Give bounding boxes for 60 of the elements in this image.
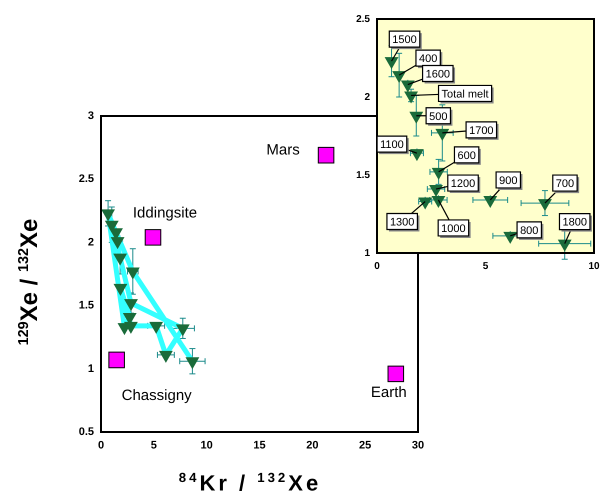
y-tick-label: 2 [364, 92, 370, 103]
annotation: Earth [370, 384, 407, 401]
x-tick-label: 25 [359, 440, 372, 452]
point [108, 352, 125, 368]
x-tick-label: 5 [482, 260, 489, 272]
annotation: 1300 [390, 216, 414, 229]
point [159, 350, 172, 362]
x-tick-label: 15 [253, 440, 266, 452]
y-tick-label: 1 [364, 248, 370, 259]
annotation: 1200 [450, 178, 476, 190]
point [410, 112, 423, 124]
point [176, 324, 190, 336]
x-tick-label: 10 [588, 260, 600, 272]
annotation: 500 [429, 110, 448, 123]
point [186, 357, 199, 369]
annotation: 600 [457, 150, 476, 162]
point [384, 57, 398, 69]
annotation: Total melt [442, 88, 489, 100]
point [388, 366, 404, 382]
y-tick-label: 2.5 [356, 14, 370, 25]
y-tick-label: 2.5 [78, 173, 94, 186]
x-tick-label: 30 [412, 440, 424, 452]
annotation: 1600 [426, 68, 450, 81]
annotation: 700 [556, 178, 574, 190]
point [436, 128, 449, 140]
point [102, 209, 115, 221]
x-axis-title: $^{84}$Kr / $^{132}$Xe [178, 470, 322, 496]
point [124, 322, 138, 334]
annotation: Mars [266, 141, 300, 158]
annotation: 800 [520, 224, 538, 237]
point [114, 254, 127, 266]
point [124, 299, 138, 311]
y-tick-label: 0.5 [78, 426, 94, 438]
annotation: 1100 [380, 139, 404, 152]
point [538, 199, 552, 211]
point [126, 267, 140, 279]
annotation: Iddingsite [132, 204, 198, 222]
point [111, 237, 124, 249]
y-tick-label: 3 [88, 110, 94, 122]
x-tick-label: 10 [200, 440, 213, 452]
annotation: 1800 [562, 216, 587, 229]
point [484, 196, 497, 208]
annotation: 1000 [441, 222, 466, 235]
annotation: 400 [418, 53, 438, 66]
annotation: 1500 [392, 34, 417, 46]
annotation: 1700 [469, 124, 494, 137]
x-tick-label: 0 [374, 260, 380, 272]
point [558, 240, 572, 252]
y-tick-label: 2 [88, 236, 94, 248]
x-tick-label: 20 [306, 440, 318, 452]
point [114, 284, 128, 296]
y-tick-label: 1 [88, 362, 94, 375]
annotation: 900 [499, 174, 518, 187]
x-tick-label: 0 [98, 440, 104, 452]
x-tick-label: 5 [150, 440, 157, 452]
y-tick-label: 1.5 [78, 300, 94, 312]
y-tick-label: 1.5 [356, 170, 370, 181]
point [404, 91, 418, 103]
annotation: Chassigny [122, 387, 192, 404]
point [150, 322, 163, 334]
